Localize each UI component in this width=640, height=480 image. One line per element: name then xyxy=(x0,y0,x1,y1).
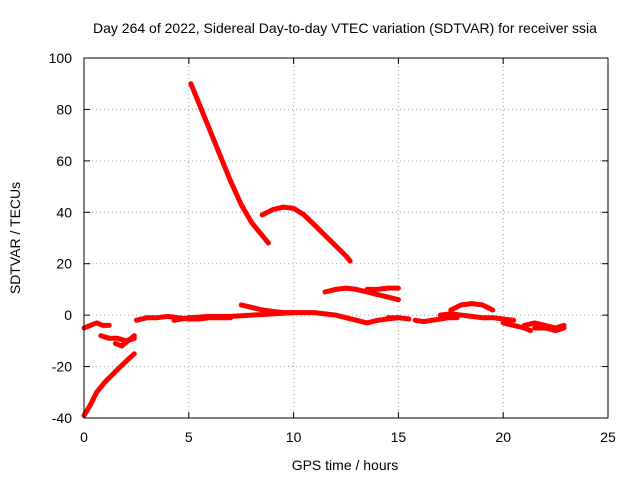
series-s18 xyxy=(532,325,567,334)
plot-frame xyxy=(83,57,609,419)
x-tick-label: 5 xyxy=(185,429,193,445)
y-tick-label: 0 xyxy=(64,307,72,323)
y-axis-label: SDTVAR / TECUs xyxy=(7,182,23,294)
grid-lines xyxy=(84,58,608,418)
y-tick-label: 100 xyxy=(49,50,73,66)
y-tick-label: -40 xyxy=(52,410,72,426)
series-s16 xyxy=(500,320,533,334)
series-s6 xyxy=(171,310,401,326)
y-tick-label: 20 xyxy=(56,256,72,272)
x-tick-label: 25 xyxy=(600,429,616,445)
series-s12 xyxy=(385,315,412,322)
series-s8 xyxy=(259,204,353,264)
series-s2 xyxy=(81,320,112,331)
series-s9 xyxy=(238,302,297,316)
series-s14 xyxy=(448,301,496,313)
series-s15 xyxy=(437,311,517,323)
series-s10 xyxy=(322,285,401,303)
y-tick-label: 80 xyxy=(56,101,72,117)
series-s1 xyxy=(81,351,137,418)
y-tick-label: -20 xyxy=(52,359,72,375)
chart-title: Day 264 of 2022, Sidereal Day-to-day VTE… xyxy=(93,20,597,36)
x-tick-label: 20 xyxy=(495,429,511,445)
series-s13 xyxy=(412,315,460,325)
axis-ticks: 0 5 10 15 20 25 -40 -20 0 20 40 60 80 100 xyxy=(49,50,616,445)
series-s7 xyxy=(188,81,271,246)
x-tick-label: 0 xyxy=(80,429,88,445)
y-tick-label: 60 xyxy=(56,153,72,169)
series-s11 xyxy=(364,285,401,292)
series-s4 xyxy=(112,333,137,349)
x-tick-label: 10 xyxy=(286,429,302,445)
x-tick-label: 15 xyxy=(391,429,407,445)
x-axis-label: GPS time / hours xyxy=(292,457,399,473)
y-tick-label: 40 xyxy=(56,204,72,220)
data-series xyxy=(81,81,567,418)
